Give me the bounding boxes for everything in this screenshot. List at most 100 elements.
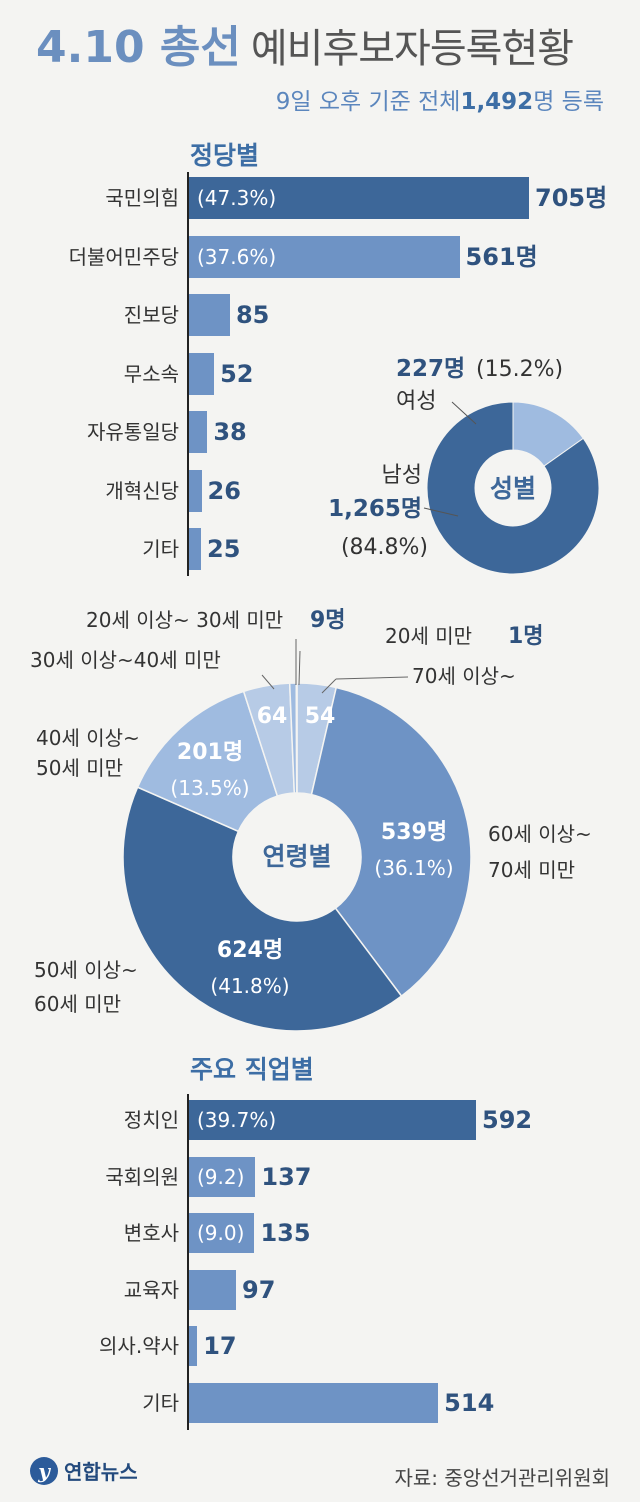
- slice-percent-label: (13.5%): [170, 776, 249, 800]
- slice-percent-label: (41.8%): [210, 974, 289, 998]
- category-label: 정치인: [123, 1108, 179, 1132]
- value-label: 561명: [465, 242, 538, 271]
- age-category-label: 60세 미만: [34, 992, 121, 1016]
- donut-slice: [426, 401, 600, 575]
- bar-inner-label: (9.0): [197, 1221, 245, 1245]
- age-category-label: 70세 미만: [488, 858, 575, 882]
- job-axis-line: [187, 1094, 189, 1430]
- age-category-label: 40세 이상~: [36, 726, 140, 750]
- male-leader-line: [423, 507, 459, 517]
- value-label: 85: [235, 301, 270, 329]
- title-rest: 예비후보자등록현황: [250, 26, 574, 72]
- slice-value-label: 54: [305, 704, 336, 729]
- donut-slice: [136, 690, 279, 833]
- age-category-label: 50세 이상~: [34, 958, 138, 982]
- category-label: 무소속: [123, 361, 179, 386]
- value-label: 97: [242, 1275, 276, 1304]
- gender-center-label: 성별: [490, 474, 536, 503]
- value-label: 592: [482, 1106, 533, 1134]
- age-donut-chart: 연령별 54 64 201명 (13.5%) 539명 (36.1%) 624명 (41.8%)…: [30, 608, 592, 1032]
- age-category-label: 70세 이상~: [412, 664, 516, 688]
- age-category-label: 50세 미만: [36, 756, 123, 780]
- category-label: 의사.약사: [99, 1334, 179, 1358]
- age-category-label: 60세 이상~: [488, 822, 592, 846]
- female-percent-label: (15.2%): [476, 357, 563, 382]
- value-label: 25: [207, 535, 241, 563]
- slice-value-label: 539명: [381, 820, 447, 845]
- bar-inner-label: (39.7%): [197, 1108, 277, 1132]
- bar: [189, 1156, 256, 1197]
- subtitle-total: 1,492: [460, 89, 534, 115]
- slice-percent-label: (36.1%): [374, 856, 453, 880]
- party-axis-line: [187, 172, 189, 576]
- leader-line: [298, 650, 301, 686]
- bar: [189, 528, 202, 570]
- value-label: 135: [260, 1219, 311, 1247]
- female-value-label: 227명: [396, 356, 465, 382]
- value-label: 137: [261, 1162, 312, 1191]
- slice-value-label: 201명: [177, 740, 243, 765]
- female-category-label: 여성: [396, 389, 436, 414]
- bar-inner-label: (37.6%): [197, 244, 277, 269]
- logo-mark-icon: y: [30, 1456, 58, 1485]
- bar: [189, 411, 208, 453]
- male-value-label: 1,265명: [328, 496, 422, 522]
- category-label: 기타: [142, 1390, 179, 1415]
- bar-inner-label: (47.3%): [197, 186, 277, 210]
- subtitle-post: 명 등록: [533, 89, 604, 115]
- donut-slice: [295, 682, 298, 794]
- slice-value-label: 624명: [217, 938, 283, 963]
- category-label: 기타: [142, 537, 179, 561]
- donut-slice: [310, 686, 472, 998]
- leader-line: [321, 678, 337, 694]
- category-label: 더불어민주당: [68, 244, 179, 269]
- subtitle-pre: 9일 오후 기준 전체: [275, 89, 461, 115]
- category-label: 교육자: [123, 1277, 179, 1302]
- male-percent-label: (84.8%): [341, 535, 428, 560]
- age-category-label: 30세 이상~40세 미만: [30, 648, 221, 672]
- page-subtitle: 9일 오후 기준 전체1,492명 등록: [276, 82, 604, 116]
- category-label: 국회의원: [105, 1164, 179, 1189]
- bar: [189, 1326, 198, 1366]
- value-label: 705명: [535, 184, 608, 212]
- value-label: 38: [213, 418, 247, 446]
- party-section-title: 정당별: [190, 141, 260, 170]
- value-label: 514: [444, 1388, 495, 1417]
- category-label: 진보당: [123, 303, 179, 327]
- age-category-label: 20세 미만: [385, 624, 472, 648]
- bar-inner-label: (9.2): [197, 1164, 245, 1189]
- male-category-label: 남성: [382, 463, 422, 488]
- job-section-title: 주요 직업별: [190, 1055, 314, 1084]
- bar: [189, 1382, 439, 1423]
- source-note: 자료: 중앙선거관리위원회: [394, 1466, 611, 1490]
- age-center-label: 연령별: [262, 842, 331, 871]
- slice-value-label: 64: [257, 704, 288, 729]
- age-value-label: 9명: [310, 608, 346, 633]
- category-label: 자유통일당: [87, 420, 179, 444]
- bar: [189, 1269, 237, 1310]
- page-title: 4.10 총선 예비후보자등록현황: [36, 18, 574, 79]
- bar: [189, 469, 202, 512]
- title-main: 4.10 총선: [36, 22, 241, 73]
- age-category-label: 20세 이상~ 30세 미만: [86, 608, 283, 632]
- bar: [189, 235, 460, 278]
- value-label: 17: [203, 1332, 237, 1360]
- yonhap-logo: y 연합뉴스: [30, 1456, 138, 1485]
- value-label: 52: [220, 359, 254, 388]
- bar: [189, 294, 230, 336]
- value-label: 26: [207, 476, 241, 505]
- logo-text: 연합뉴스: [64, 1460, 138, 1484]
- leader-line: [261, 674, 275, 690]
- category-label: 변호사: [123, 1221, 179, 1245]
- age-value-label: 1명: [508, 624, 544, 649]
- bar: [189, 177, 529, 219]
- category-label: 국민의힘: [105, 186, 179, 210]
- bar: [189, 1213, 255, 1253]
- female-leader-line: [451, 401, 477, 425]
- leader-line: [335, 676, 409, 680]
- category-label: 개혁신당: [105, 478, 179, 503]
- donut-slice: [122, 786, 403, 1032]
- bar: [189, 352, 215, 395]
- bar: [189, 1100, 476, 1140]
